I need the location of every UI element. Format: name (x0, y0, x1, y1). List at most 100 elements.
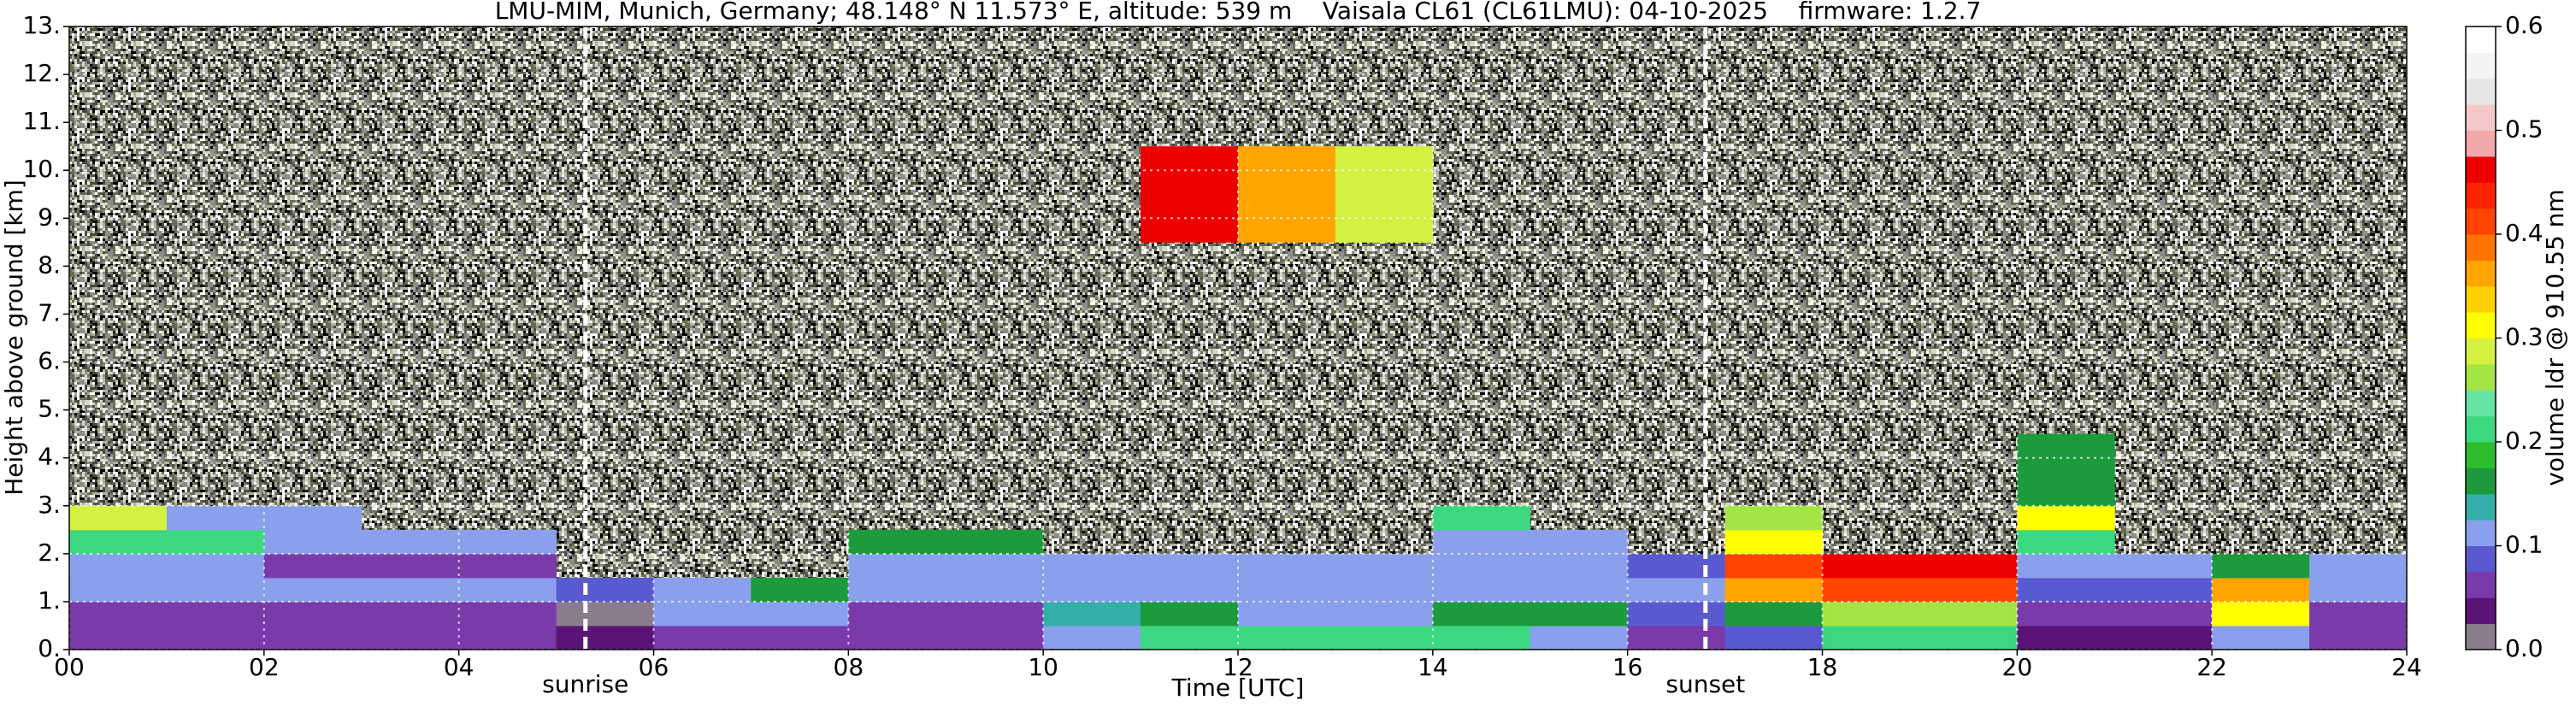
colorbar-segment (2466, 104, 2496, 131)
colorbar-tick-label: 0.2 (2505, 427, 2544, 455)
heatmap-cell (1043, 601, 1141, 627)
y-tick-label: 9. (38, 203, 61, 231)
heatmap-cell (751, 577, 849, 603)
colorbar-segment (2466, 52, 2496, 79)
heatmap-cell (1335, 146, 1434, 243)
heatmap-cell (751, 601, 849, 627)
y-axis-label: Height above ground [km] (0, 179, 28, 496)
heatmap-cell (2114, 625, 2213, 650)
heatmap-cell (263, 577, 363, 603)
heatmap-cell (1432, 553, 1531, 579)
colorbar-segment (2466, 156, 2496, 183)
heatmap-cell (2212, 625, 2310, 650)
heatmap-cell (946, 553, 1044, 579)
heatmap-cell (1238, 577, 1336, 603)
heatmap-cell (1724, 505, 1823, 531)
x-tick-label: 24 (2391, 653, 2422, 681)
colorbar-segment (2466, 338, 2496, 365)
heatmap-cell (1530, 577, 1629, 603)
chart-title: LMU-MIM, Munich, Germany; 48.148° N 11.5… (495, 0, 1982, 25)
heatmap-cell (166, 505, 265, 531)
heatmap-cell (361, 529, 460, 555)
heatmap-cell (263, 625, 363, 650)
heatmap-cell (1141, 625, 1239, 650)
heatmap-cell (1724, 577, 1823, 603)
heatmap-cell (166, 601, 265, 627)
heatmap-cell (1238, 601, 1336, 627)
heatmap-cell (1141, 146, 1239, 243)
heatmap-cell (946, 577, 1044, 603)
heatmap-cell (1238, 625, 1336, 650)
heatmap-cell (1530, 601, 1629, 627)
heatmap-cell (166, 625, 265, 650)
heatmap-cell (458, 577, 557, 603)
colorbar-tick-label: 0.5 (2505, 115, 2544, 144)
heatmap-cell (166, 529, 265, 555)
y-tick-label: 13. (22, 11, 61, 39)
colorbar-segment (2466, 130, 2496, 157)
heatmap-cell (263, 553, 363, 579)
heatmap-cell (556, 601, 654, 627)
heatmap-cell (1238, 553, 1336, 579)
heatmap-cell (263, 529, 363, 555)
colorbar-segment (2466, 26, 2496, 53)
heatmap-cell (556, 625, 654, 650)
y-tick-label: 4. (38, 443, 61, 471)
heatmap-cell (848, 577, 946, 603)
x-tick-label: 02 (249, 653, 280, 681)
heatmap-cell (1432, 577, 1531, 603)
heatmap-cell (2114, 577, 2213, 603)
heatmap-cell (1724, 553, 1823, 579)
heatmap-cell (2017, 433, 2115, 507)
colorbar-segment (2466, 597, 2496, 625)
colorbar-segment (2466, 208, 2496, 235)
heatmap-cell (1822, 625, 1920, 650)
heatmap-cell (69, 529, 168, 555)
heatmap-cell (1919, 553, 2018, 579)
y-tick-label: 5. (38, 395, 61, 423)
heatmap-cell (1530, 625, 1629, 650)
heatmap-cell (69, 577, 168, 603)
plot-frame (68, 26, 2408, 650)
heatmap-cell (1141, 601, 1239, 627)
heatmap-cell (653, 601, 752, 627)
heatmap-cell (848, 625, 946, 650)
x-axis-label: Time [UTC] (1171, 674, 1305, 702)
colorbar-tick-label: 0.4 (2505, 219, 2544, 247)
heatmap-cell (1530, 553, 1629, 579)
colorbar-segment (2466, 363, 2496, 391)
y-tick-label: 11. (22, 107, 61, 135)
heatmap-cell (2017, 553, 2115, 579)
heatmap-cell (361, 553, 460, 579)
heatmap-cell (1043, 577, 1141, 603)
heatmap-cell (1627, 577, 1726, 603)
colorbar-segment (2466, 390, 2496, 417)
annotation-label: sunset (1665, 670, 1745, 698)
heatmap-cell (946, 601, 1044, 627)
heatmap-cell (1335, 553, 1434, 579)
heatmap-cell (1432, 601, 1531, 627)
heatmap-cell (69, 505, 168, 531)
x-tick-label: 12 (1223, 653, 1253, 681)
heatmap-cell (69, 625, 168, 650)
heatmap-cell (2309, 553, 2408, 579)
x-tick-label: 08 (834, 653, 864, 681)
heatmap-cell (751, 625, 849, 650)
heatmap-cell (1043, 553, 1141, 579)
heatmap-cell (848, 553, 946, 579)
colorbar-segment (2466, 442, 2496, 468)
heatmap-cell (1919, 625, 2018, 650)
colorbar-segment (2466, 571, 2496, 598)
x-tick-label: 20 (2002, 653, 2033, 681)
heatmap-cell (166, 553, 265, 579)
heatmap-cell (69, 601, 168, 627)
colorbar-label: volume ldr @ 910.55 nm (2541, 189, 2569, 485)
heatmap-cell (1627, 625, 1726, 650)
heatmap-cell (2212, 577, 2310, 603)
heatmap-cell (1238, 146, 1336, 243)
y-tick-label: 12. (22, 59, 61, 87)
heatmap-cell (1335, 577, 1434, 603)
heatmap-cell (69, 553, 168, 579)
